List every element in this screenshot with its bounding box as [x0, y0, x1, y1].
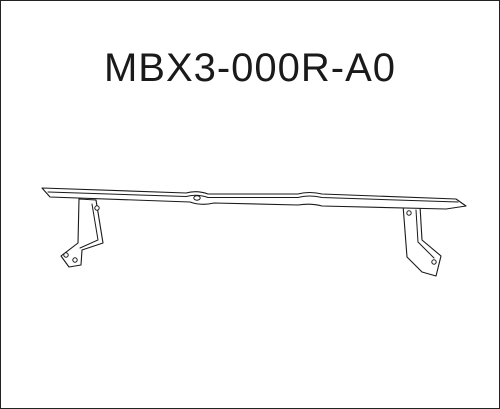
left-lower-hole-b	[72, 257, 78, 263]
right-bracket	[402, 204, 442, 277]
beam-center-hole	[193, 195, 201, 201]
left-bracket	[60, 198, 104, 268]
left-lower-hole-a	[63, 252, 69, 258]
right-lower-hole	[431, 259, 437, 265]
right-upper-hole	[406, 210, 412, 216]
left-upper-hole	[94, 205, 100, 211]
cross-beam	[41, 187, 467, 210]
part-number-label: MBX3-000R-A0	[103, 46, 397, 90]
